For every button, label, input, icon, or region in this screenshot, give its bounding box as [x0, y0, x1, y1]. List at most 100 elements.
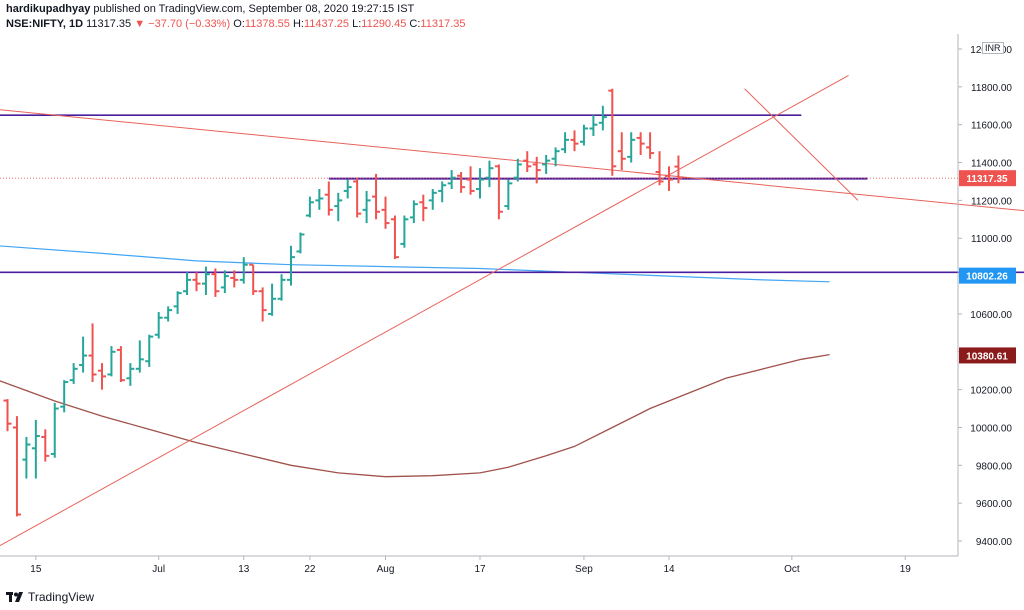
- ohlc-bar: [164, 306, 173, 322]
- author-name[interactable]: hardikupadhyay: [6, 3, 91, 15]
- open-label: O:: [233, 18, 245, 30]
- ohlc-bar: [296, 232, 305, 254]
- x-tick-label: Jul: [152, 564, 165, 575]
- x-tick-label: Aug: [377, 564, 395, 575]
- published-text: published on TradingView.com, September …: [93, 3, 415, 15]
- x-tick-label: 17: [474, 564, 486, 575]
- plot-area: [0, 34, 958, 556]
- ohlc-bar: [646, 132, 655, 159]
- y-tick-label: 11200.00: [971, 196, 1012, 207]
- x-tick-label: Oct: [784, 564, 800, 575]
- y-tick-label: 9800.00: [976, 461, 1013, 472]
- trend-line: [744, 88, 859, 201]
- y-tick-label: 10200.00: [970, 386, 1012, 397]
- ohlc-bar: [135, 340, 144, 373]
- ohlc-bar: [372, 173, 381, 220]
- ohlc-bar: [532, 156, 541, 184]
- x-tick-label: 14: [663, 564, 675, 575]
- ohlc-bar: [523, 151, 532, 172]
- ohlc-bar: [79, 336, 88, 373]
- ohlc-bar: [513, 158, 522, 182]
- ohlc-bar: [3, 399, 12, 432]
- down-triangle-icon: ▼: [134, 18, 146, 30]
- price-label-box: [959, 267, 1016, 284]
- ohlc-bar: [287, 245, 295, 286]
- ohlc-bars: [3, 88, 683, 517]
- y-tick-label: 9600.00: [976, 499, 1013, 510]
- moving-average-layer: [0, 245, 830, 478]
- ohlc-bar: [542, 154, 551, 174]
- y-tick-label: 11600.00: [971, 121, 1012, 132]
- close-value: 11317.35: [420, 18, 466, 30]
- ohlc-bar: [41, 429, 50, 462]
- last-price: 11317.35: [86, 18, 132, 30]
- ohlc-bar: [334, 192, 343, 222]
- tradingview-logo-icon: [6, 591, 23, 602]
- ohlc-bar: [494, 164, 503, 220]
- ohlc-bar: [201, 266, 210, 295]
- ohlc-bar: [598, 105, 607, 131]
- ohlc-bar: [107, 346, 116, 377]
- ohlc-bar: [589, 115, 598, 137]
- low-value: 11290.45: [361, 18, 407, 30]
- ohlc-bar: [447, 170, 456, 190]
- ohlc-bar: [608, 88, 617, 176]
- low-label: L:: [352, 18, 362, 30]
- ohlc-bar: [665, 166, 673, 191]
- ohlc-bar: [277, 274, 286, 301]
- ohlc-bar: [570, 130, 579, 152]
- ohlc-bar: [22, 436, 31, 479]
- y-tick-label: 9400.00: [976, 537, 1013, 548]
- y-tick-label: 10600.00: [970, 310, 1012, 321]
- x-tick-label: 15: [30, 564, 42, 575]
- ohlc-bar: [343, 179, 352, 199]
- ohlc-bar: [561, 132, 570, 154]
- symbol-name[interactable]: NSE:NIFTY, 1D: [6, 18, 84, 30]
- moving-average-line: [0, 353, 830, 478]
- ohlc-bar: [305, 196, 314, 218]
- ohlc-bar: [353, 177, 362, 218]
- x-tick-label: 22: [304, 564, 316, 575]
- ohlc-bar: [655, 151, 664, 186]
- ohlc-bar: [381, 196, 390, 229]
- ohlc-bar: [192, 272, 201, 292]
- trend-line: [0, 75, 849, 547]
- ohlc-bar: [88, 323, 97, 383]
- ohlc-bar: [230, 270, 239, 288]
- ohlc-bar: [126, 363, 135, 386]
- ohlc-bar: [627, 132, 636, 163]
- ohlc-bar: [239, 257, 248, 284]
- currency-badge[interactable]: INR: [982, 42, 1004, 54]
- ohlc-bar: [324, 181, 333, 216]
- ohlc-bar: [419, 194, 428, 222]
- ohlc-bar: [390, 215, 399, 260]
- ohlc-bar: [674, 155, 683, 184]
- ohlc-bar: [400, 215, 409, 248]
- y-tick-label: 11800.00: [971, 83, 1012, 94]
- chart-grid: [0, 34, 958, 556]
- ohlc-bar: [249, 263, 258, 295]
- ohlc-bar: [315, 189, 324, 210]
- ohlc-bar: [116, 346, 125, 383]
- price-label-text: 10380.61: [966, 351, 1008, 362]
- ohlc-bar: [428, 189, 437, 210]
- brand-name: TradingView: [28, 590, 95, 604]
- ohlc-bar: [12, 416, 21, 517]
- ohlc-bar: [60, 380, 69, 413]
- moving-average-line: [0, 245, 830, 283]
- ohlc-bar: [173, 291, 182, 314]
- ohlc-bar: [258, 287, 267, 322]
- ohlc-bar: [476, 168, 484, 199]
- ohlc-bar: [220, 270, 229, 294]
- x-tick-label: 13: [238, 564, 250, 575]
- ohlc-bar: [579, 124, 588, 146]
- tradingview-brand[interactable]: TradingView: [6, 590, 94, 604]
- close-label: C:: [409, 18, 421, 30]
- price-labels: 11317.35 10802.26 10380.61: [959, 170, 1016, 364]
- ohlc-bar: [183, 272, 192, 295]
- ohlc-bar: [69, 363, 78, 384]
- ohlc-bar: [457, 172, 466, 193]
- high-label: H:: [292, 18, 304, 30]
- ohlc-bar: [268, 283, 277, 316]
